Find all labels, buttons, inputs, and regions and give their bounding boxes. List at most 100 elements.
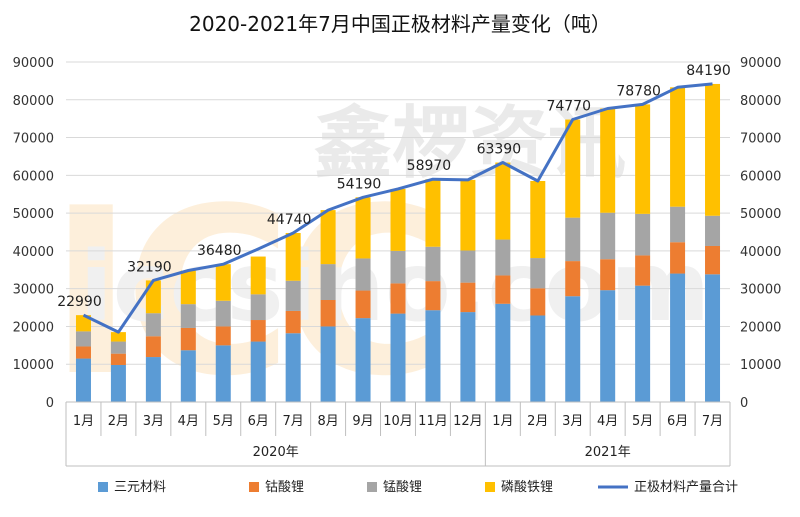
bar-segment: [670, 242, 686, 274]
data-label: 63390: [477, 142, 522, 158]
bar-segment: [600, 259, 616, 291]
y-tick-label-right: 0: [740, 396, 748, 411]
bar-segment: [600, 108, 616, 213]
legend-label: 磷酸铁锂: [501, 480, 553, 495]
bar-segment: [670, 206, 686, 243]
bar-segment: [425, 281, 441, 311]
bar-segment: [75, 315, 91, 332]
legend-swatch: [367, 482, 377, 492]
bar-segment: [530, 288, 546, 316]
x-axis: 1月 2月 3月 4月 5月 6月 7月 8月 9月 10月 11月 12月 1月 2月 3月 4月 5月 6月 7…: [65, 401, 731, 467]
y-tick-label-left: 50000: [13, 207, 54, 222]
y-tick-label-right: 10000: [740, 358, 781, 373]
y-axis-left: 0 10000 20000 30000 40000 50000 60000 70000 8000…: [13, 56, 54, 411]
bar-segment: [110, 332, 126, 342]
bar-segment: [250, 341, 266, 402]
legend-label: 正极材料产量合计: [634, 480, 738, 495]
legend-swatch: [249, 482, 259, 492]
x-tick-label: 1月: [492, 414, 513, 429]
bar-segment: [495, 303, 511, 402]
y-tick-label-right: 90000: [740, 56, 781, 71]
bar-segment: [180, 304, 196, 328]
bar-segment: [530, 315, 546, 402]
y-tick-label-right: 40000: [740, 245, 781, 260]
total-line-path: [82, 82, 713, 334]
legend-swatch: [98, 482, 108, 492]
bar-segment: [285, 232, 301, 281]
bar-segment: [530, 181, 546, 259]
bar-segment: [110, 341, 126, 354]
bar-segment: [355, 290, 371, 319]
bar-segment: [145, 357, 161, 402]
y-tick-label-right: 30000: [740, 283, 781, 298]
bar-segment: [705, 215, 721, 246]
bars: [75, 83, 721, 402]
bar-segment: [180, 350, 196, 402]
data-label: 74770: [546, 99, 591, 115]
legend-swatch: [485, 482, 495, 492]
bar-segment: [495, 162, 511, 240]
data-label: 36480: [197, 243, 242, 259]
chart-title: 2020-2021年7月中国正极材料产量变化（吨）: [189, 12, 611, 36]
legend-label: 锰酸锂: [383, 480, 422, 495]
y-tick-label-left: 0: [46, 396, 54, 411]
bar-segment: [180, 270, 196, 305]
bar-segment: [460, 282, 476, 313]
bar-segment: [145, 280, 161, 314]
bar-segment: [250, 320, 266, 342]
bar-segment: [495, 239, 511, 276]
data-label: 54190: [337, 176, 382, 192]
y-tick-label-right: 80000: [740, 94, 781, 109]
bar-segment: [320, 264, 336, 300]
data-label: 44740: [267, 212, 312, 228]
legend: 三元材料 钴酸锂 锰酸锂 磷酸铁锂 正极材料产量合计: [98, 480, 738, 495]
y-axis-right: 0 10000 20000 30000 40000 50000 60000 70000 8000…: [740, 56, 781, 411]
bar-segment: [390, 283, 406, 314]
bar-segment: [635, 285, 651, 402]
year-group-label: 2021年: [585, 445, 631, 460]
x-tick-label: 1月: [73, 414, 94, 429]
bar-segment: [75, 346, 91, 359]
bar-segment: [390, 188, 406, 251]
y-tick-label-left: 10000: [13, 358, 54, 373]
y-tick-label-left: 30000: [13, 283, 54, 298]
data-label: 78780: [616, 83, 661, 99]
y-tick-label-left: 90000: [13, 56, 54, 71]
bar-segment: [425, 179, 441, 247]
x-tick-label: 12月: [453, 414, 483, 429]
bar-segment: [320, 300, 336, 327]
x-tick-label: 6月: [667, 414, 688, 429]
bar-segment: [565, 119, 581, 218]
x-tick-label: 11月: [418, 414, 448, 429]
y-tick-label-left: 80000: [13, 94, 54, 109]
x-tick-label: 5月: [632, 414, 653, 429]
bar-segment: [285, 333, 301, 402]
x-tick-label: 9月: [352, 414, 373, 429]
bar-segment: [320, 326, 336, 402]
x-tick-label: 10月: [383, 414, 413, 429]
data-label: 32190: [127, 259, 172, 275]
year-group-label: 2020年: [253, 445, 299, 460]
bar-segment: [635, 213, 651, 256]
bar-segment: [705, 245, 721, 275]
x-tick-label: 8月: [317, 414, 338, 429]
x-tick-label: 7月: [283, 414, 304, 429]
y-tick-label-left: 20000: [13, 320, 54, 335]
y-tick-label-right: 60000: [740, 169, 781, 184]
legend-label: 钴酸锂: [265, 480, 304, 495]
data-label: 84190: [686, 63, 731, 79]
x-tick-label: 7月: [702, 414, 723, 429]
bar-segment: [180, 327, 196, 351]
bar-segment: [670, 273, 686, 402]
bar-segment: [460, 312, 476, 402]
bar-segment: [75, 358, 91, 402]
x-tick-label: 3月: [143, 414, 164, 429]
bar-segment: [390, 250, 406, 284]
bar-segment: [705, 83, 721, 216]
x-tick-label: 2月: [527, 414, 548, 429]
x-tick-label: 3月: [562, 414, 583, 429]
bar-segment: [705, 274, 721, 402]
bar-segment: [250, 256, 266, 295]
